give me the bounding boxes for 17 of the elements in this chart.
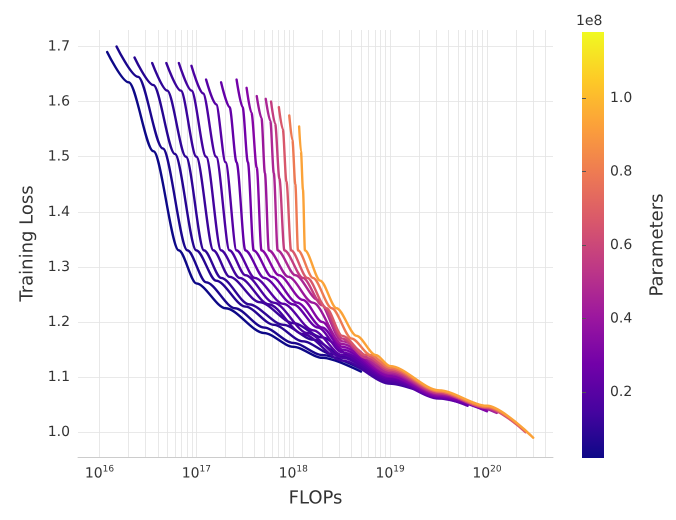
y-tick-label: 1.7 — [48, 38, 70, 55]
y-tick-label: 1.6 — [48, 94, 70, 110]
y-tick-label: 1.3 — [48, 258, 70, 275]
y-tick-label: 1.1 — [48, 369, 70, 386]
y-tick-label: 1.4 — [48, 204, 70, 220]
y-tick-label: 1.5 — [48, 148, 70, 165]
color-bar-label: 0.4 — [610, 310, 632, 326]
color-bar-title: Parameters — [646, 193, 668, 297]
color-bar-label: 0.8 — [610, 164, 632, 180]
color-bar-label: 0.2 — [610, 384, 632, 400]
color-bar-label: 1.0 — [610, 90, 632, 106]
x-axis-title: FLOPs — [288, 488, 342, 508]
y-tick-label: 1.0 — [48, 424, 70, 440]
color-bar-label: 0.6 — [610, 237, 632, 253]
text: 1e8 — [576, 13, 602, 29]
y-axis-title: Training Loss — [16, 185, 38, 303]
y-tick-label: 1.2 — [48, 314, 70, 330]
